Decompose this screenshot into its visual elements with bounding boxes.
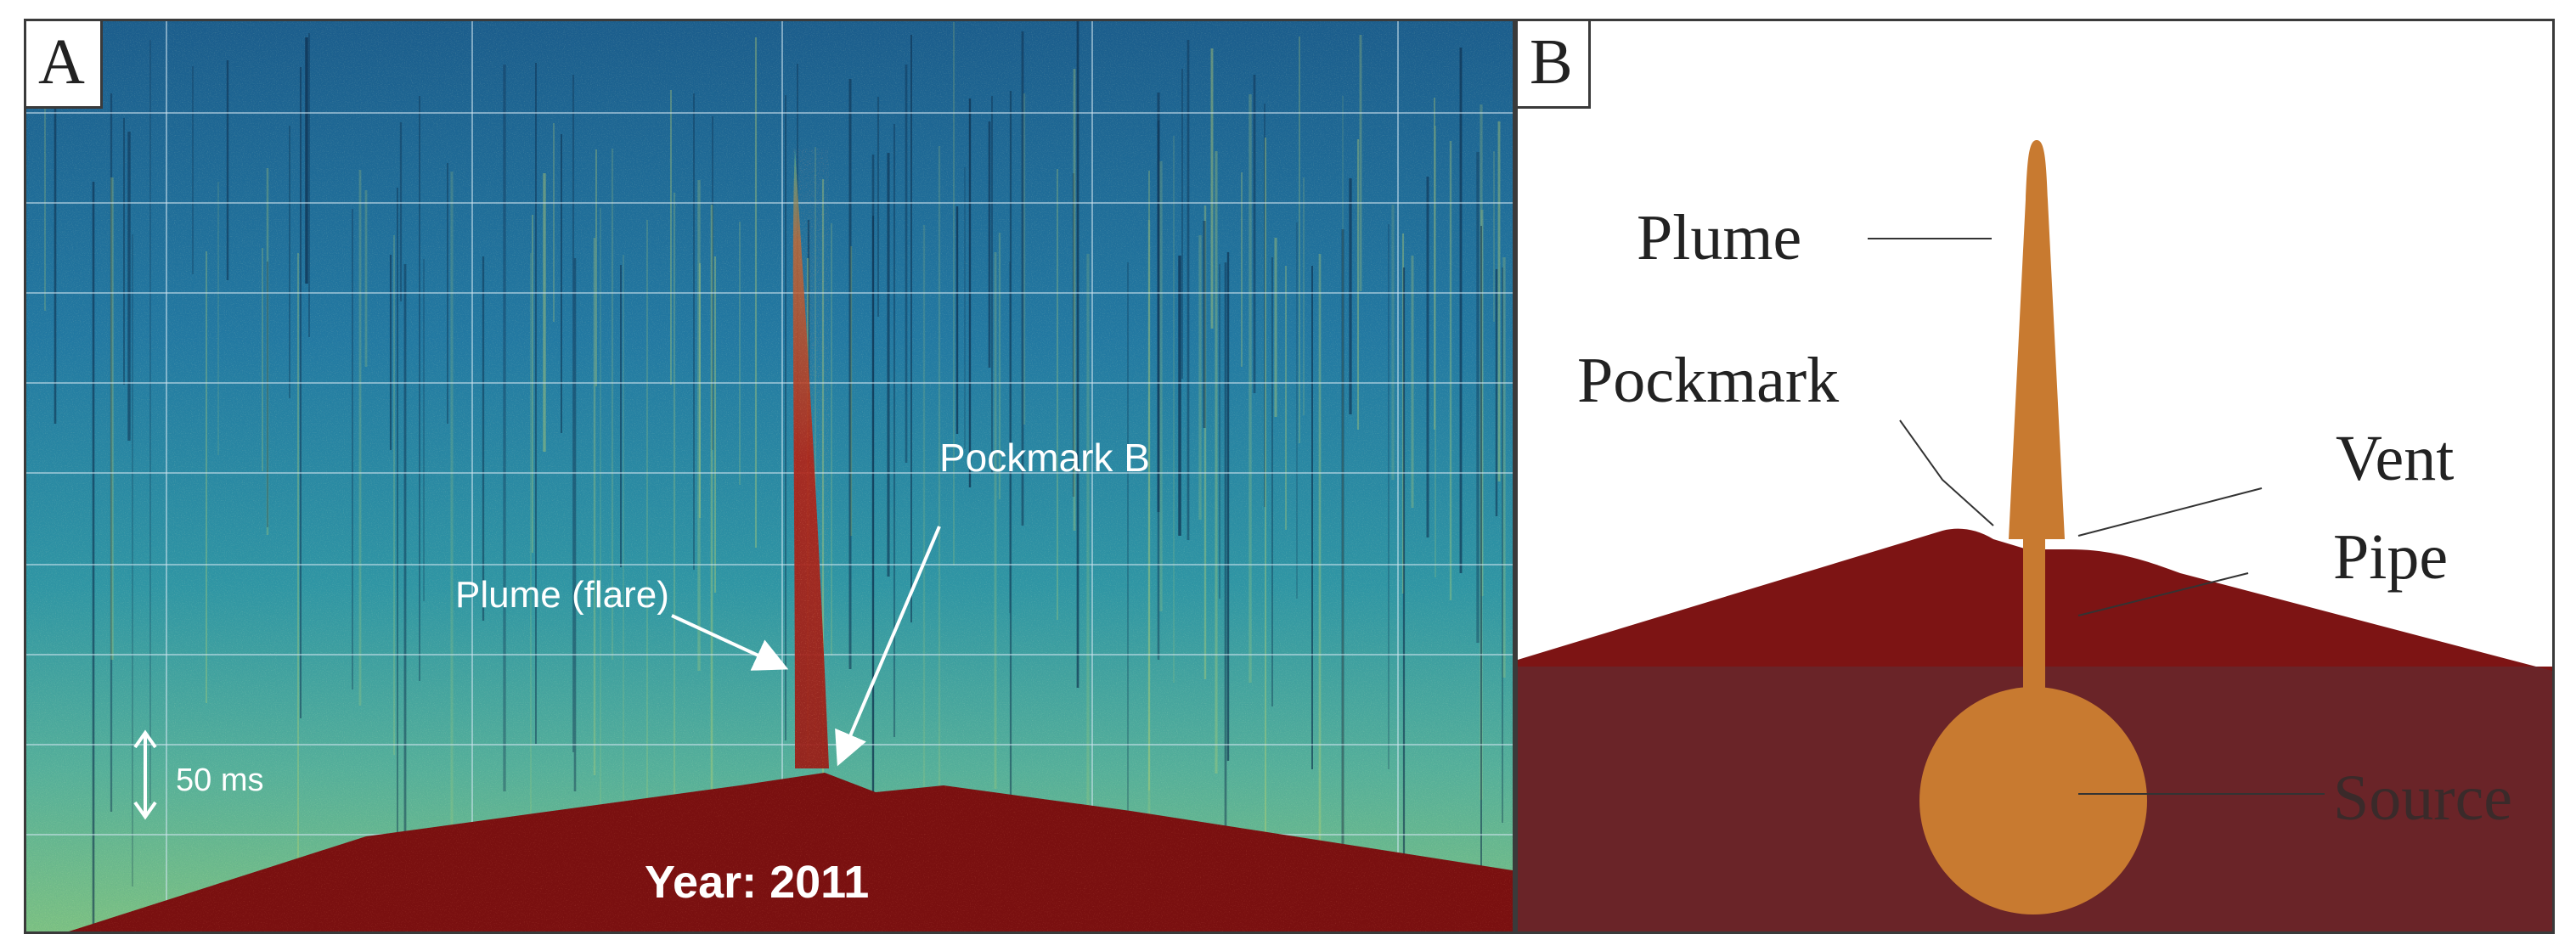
pipe (2023, 539, 2045, 705)
schematic-svg: Plume Pockmark Vent Pipe Source (1518, 140, 2552, 931)
panel-b-schematic: Plume Pockmark Vent Pipe Source B (1515, 19, 2555, 934)
source-label: Source (2333, 762, 2512, 834)
panel-a-echogram: Plume (flare) Pockmark B 50 ms Year: 201… (24, 19, 1515, 934)
leader-lines (1868, 238, 2325, 795)
pockmark-arrow (835, 526, 941, 767)
panel-b-label: B (1518, 21, 1591, 109)
plume-flare-label: Plume (flare) (455, 574, 669, 616)
scale-bar (133, 729, 157, 820)
plume-shape (2009, 140, 2065, 539)
panel-a-label: A (26, 21, 103, 109)
water-speckle-light (26, 21, 1513, 931)
pipe-label: Pipe (2333, 521, 2448, 593)
year-label: Year: 2011 (645, 857, 869, 908)
plume-flare (792, 149, 829, 768)
pockmark-label: Pockmark (1577, 345, 1839, 416)
plume-label: Plume (1637, 202, 1801, 273)
echogram-svg: Plume (flare) Pockmark B 50 ms Year: 201… (26, 21, 1513, 931)
vent-label: Vent (2336, 423, 2454, 494)
source-reservoir (1919, 687, 2147, 914)
plume-arrow (671, 614, 789, 671)
scale-bar-label: 50 ms (176, 762, 263, 798)
vertical-noise-streaks (44, 21, 1506, 931)
pockmark-b-label: Pockmark B (939, 436, 1150, 480)
